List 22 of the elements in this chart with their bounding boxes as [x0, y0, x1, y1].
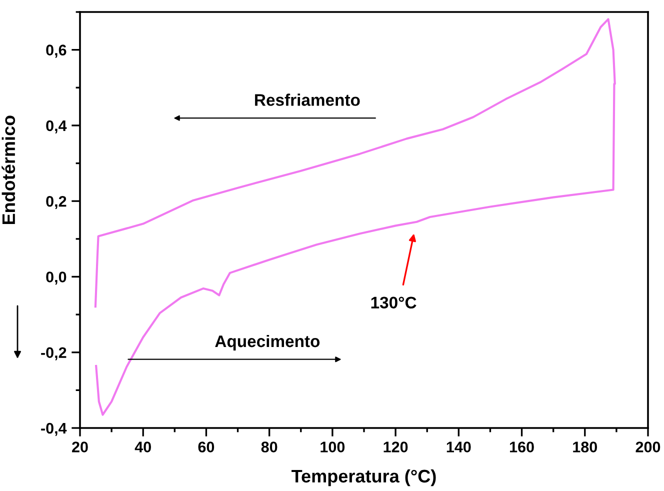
line-series	[94, 18, 616, 416]
annotation: Aquecimento	[215, 334, 320, 350]
x-tick-label: 200	[636, 442, 660, 452]
x-tick-label: 20	[72, 442, 88, 452]
x-tick-label: 140	[446, 442, 471, 452]
annotation: 130°C	[371, 296, 416, 309]
y-tick-label: 0,4	[46, 120, 67, 134]
y-tick-label: 0,2	[46, 196, 66, 209]
y-tick-label: 0,0	[46, 272, 66, 285]
y-tick-label: -0,4	[41, 422, 67, 436]
x-tick-label: 160	[510, 442, 534, 452]
x-tick-label: 180	[573, 442, 598, 452]
y-tick-label: -0,2	[41, 347, 66, 360]
x-tick-label: 100	[320, 442, 345, 452]
x-tick-label: 60	[198, 442, 214, 452]
y-axis-title: Endotérmico	[2, 116, 16, 224]
x-tick-label: 120	[384, 442, 408, 452]
x-axis-title: Temperatura (°C)	[292, 469, 436, 486]
y-tick-label: 0,6	[46, 44, 66, 58]
x-tick-label: 40	[134, 442, 151, 452]
annotation: Resfriamento	[255, 94, 360, 106]
x-tick-label: 80	[261, 442, 278, 452]
